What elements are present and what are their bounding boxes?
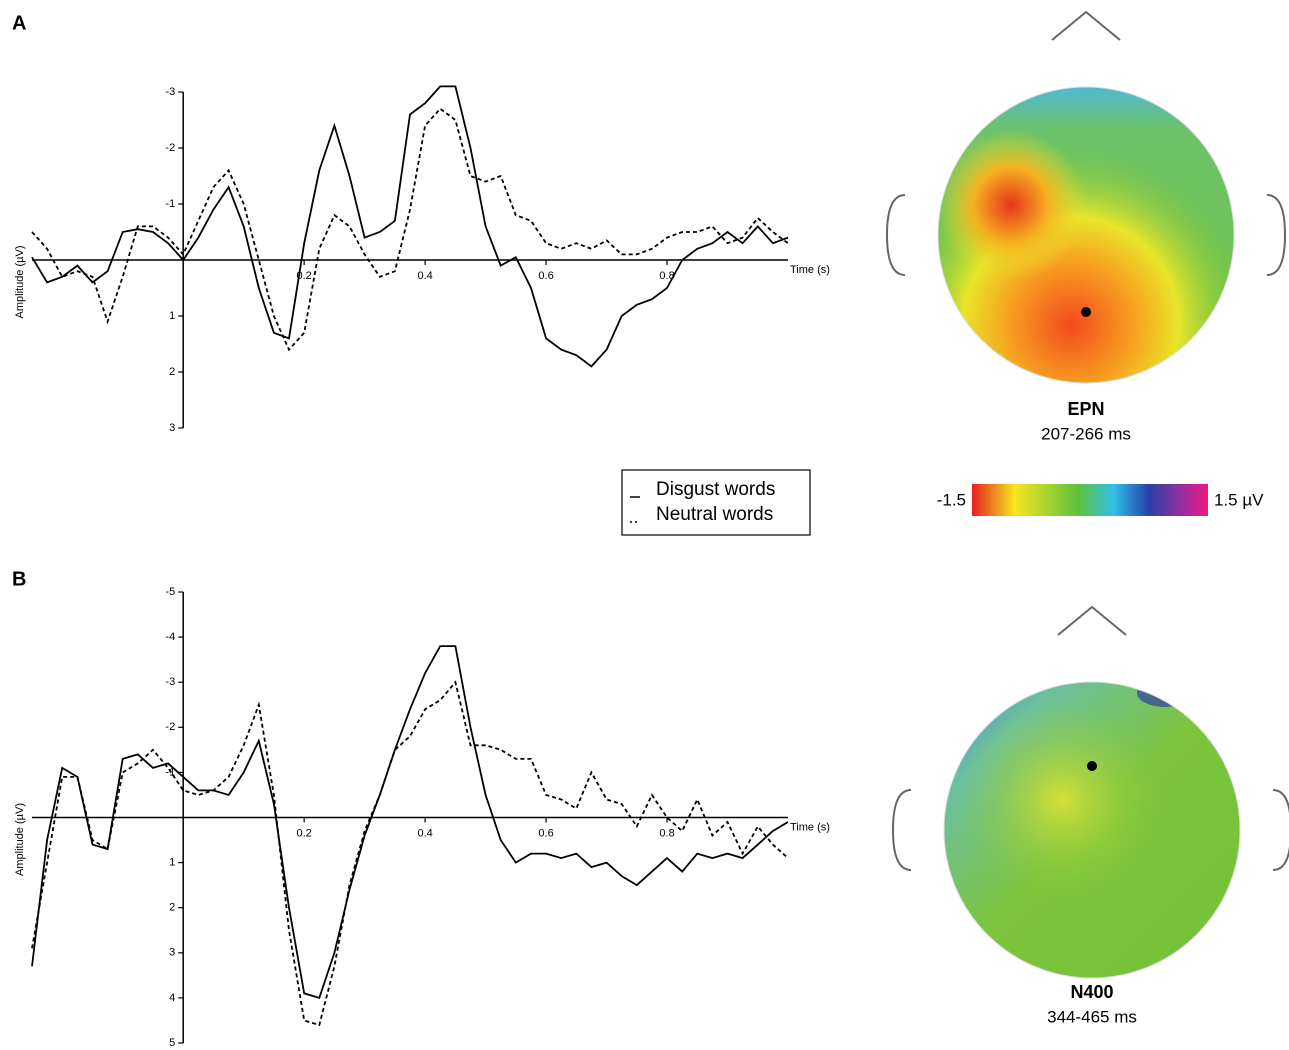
y-tick-label: 4 [169,992,175,1004]
y-tick-label: 1 [169,857,175,869]
topomap [885,10,1287,384]
y-tick-label: 2 [169,902,175,914]
x-tick-label: 0.8 [659,827,674,839]
x-tick-label: 0.4 [417,270,432,282]
y-tick-label: 1 [169,310,175,322]
x-tick-label: 0.2 [297,827,312,839]
series-line [31,107,789,352]
x-tick-label: 0.6 [538,827,553,839]
legend [621,469,811,536]
y-tick-label: -5 [165,586,175,598]
y-tick-label: -4 [165,631,175,643]
x-axis-label: Time (s) [790,264,830,276]
y-axis-label: Amplitude (µV) [14,246,26,319]
panel-label: B [12,568,26,590]
y-tick-label: 3 [169,947,175,959]
component: N400 [1070,982,1113,1002]
time-window: 344-465 ms [1047,1007,1137,1026]
legend-label: Neutral words [656,504,773,525]
y-tick-label: 3 [169,422,175,434]
colorbar [972,484,1208,516]
x-tick-label: 0.8 [659,270,674,282]
y-axis-label: Amplitude (µV) [14,803,26,876]
series-line [31,85,789,368]
y-tick-label: -3 [165,676,175,688]
x-tick-label: 0.4 [417,827,432,839]
x-tick-label: 0.6 [538,270,553,282]
y-tick-label: -2 [165,721,175,733]
y-tick-label: -1 [165,198,175,210]
time-window: 207-266 ms [1041,424,1131,443]
component: EPN [1067,399,1104,419]
x-axis-label: Time (s) [790,821,830,833]
colorbar-label: -1.5 [937,490,966,509]
series-line [31,645,789,1000]
legend-label: Disgust words [656,479,775,500]
series-line [31,680,789,1027]
panel-label: A [12,12,26,34]
topomap [891,605,1289,979]
y-tick-label: 2 [169,366,175,378]
colorbar-label: 1.5 µV [1214,490,1264,509]
y-tick-label: 5 [169,1037,175,1049]
y-tick-label: -3 [165,86,175,98]
y-tick-label: -2 [165,142,175,154]
